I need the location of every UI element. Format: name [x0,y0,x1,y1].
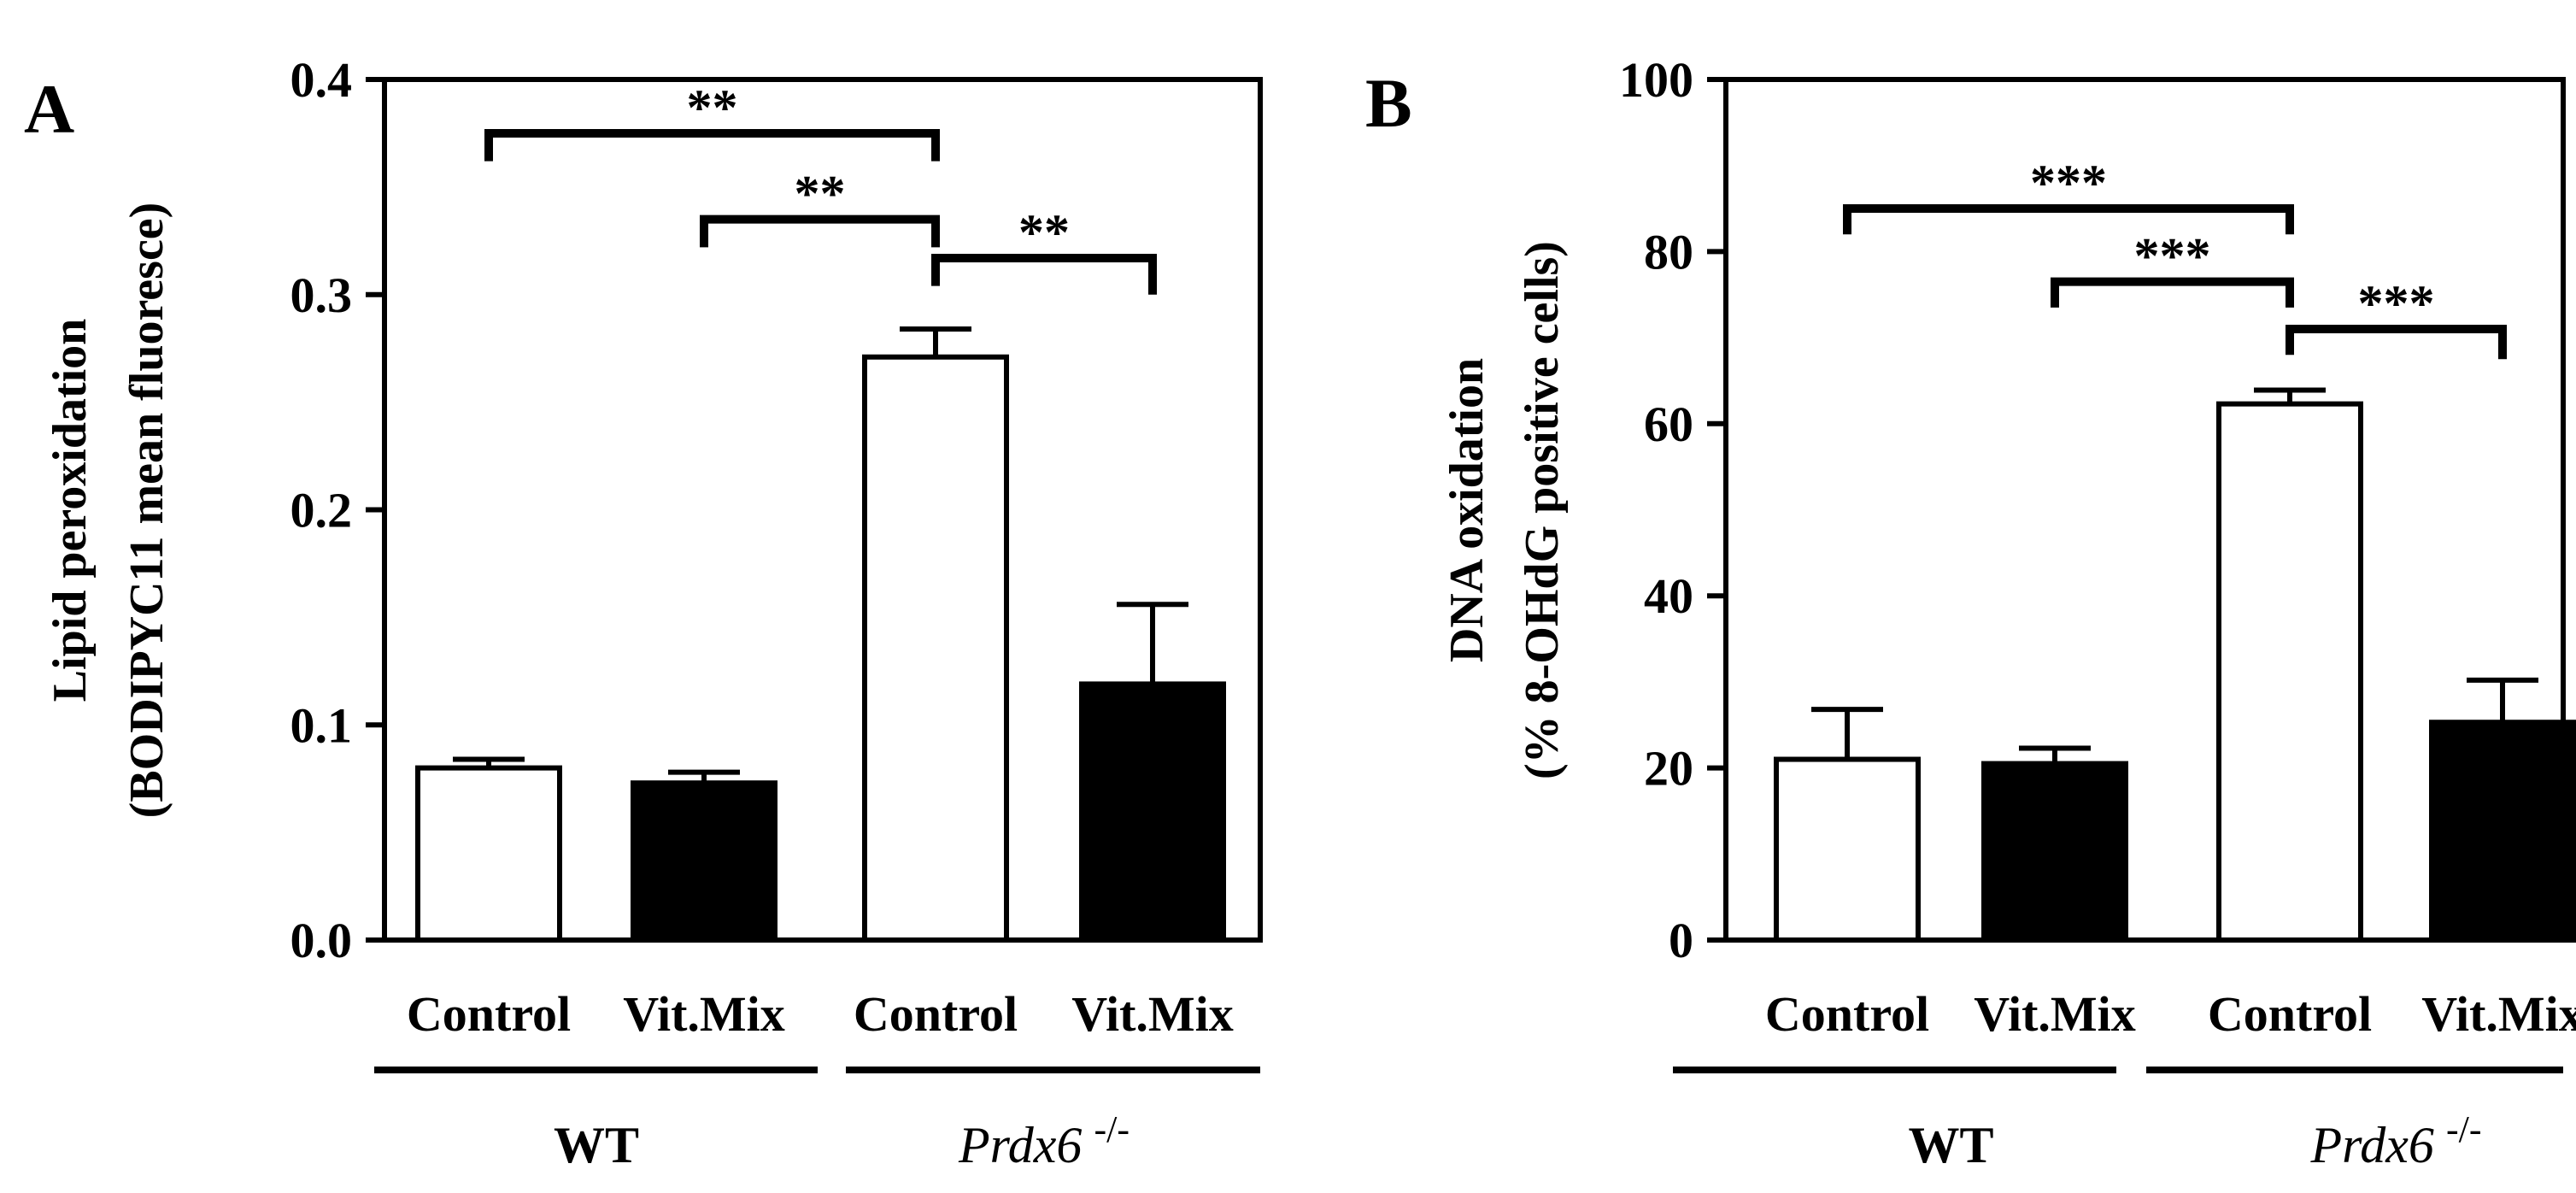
significance-bracket-3 [931,253,1157,295]
group-label-1: WT [554,1117,639,1173]
group-superscript: -/- [1094,1108,1130,1150]
y-tick-label: 100 [1619,52,1693,108]
category-label-1: Control [1765,986,1929,1042]
y-tick-label: 0.2 [290,483,353,538]
significance-label-1: ** [687,79,738,136]
significance-label-2: *** [2134,228,2211,285]
group-name: Prdx6 [2310,1117,2434,1173]
significance-label-1: *** [2030,155,2107,211]
chart-panel-a: A 0.0 0.1 0.2 0.3 0.4 Lipid peroxidation (BODIP… [24,52,1263,1173]
bar-4 [1079,681,1226,943]
category-label-4: Vit.Mix [2421,986,2576,1042]
category-label-3: Control [854,986,1018,1042]
y-axis-label-line-2: (BODIPYC11 mean fluoresce) [120,203,173,819]
bar-3 [862,354,1009,943]
category-label-1: Control [407,986,571,1042]
y-tick-label: 0 [1669,913,1693,968]
group-superscript: -/- [2446,1108,2482,1150]
chart-panel-b: B 0 20 40 60 80 100 DNA oxidation (% 8-OHdG posi… [1365,52,2576,1173]
category-label-4: Vit.Mix [1071,986,1234,1042]
category-label-2: Vit.Mix [1974,986,2136,1042]
y-tick-label: 0.4 [290,52,353,108]
significance-bracket-3 [2286,325,2507,360]
category-label-2: Vit.Mix [623,986,785,1042]
group-label-2: Prdx6 -/- [2310,1108,2482,1173]
y-tick-label: 60 [1644,397,1693,452]
y-tick-label: 0.3 [290,267,353,323]
y-tick-label: 20 [1644,741,1693,796]
significance-bracket-2 [700,215,940,248]
y-axis-label-line-1: DNA oxidation [1441,358,1493,662]
y-tick-label: 40 [1644,568,1693,624]
significance-label-3: *** [2358,275,2435,332]
y-tick-label: 0.1 [290,697,353,753]
group-label-1: WT [1908,1117,1993,1173]
y-axis-label-line-1: Lipid peroxidation [44,319,97,702]
y-axis-label-line-2: (% 8-OHdG positive cells) [1516,241,1569,779]
y-tick-label: 80 [1644,224,1693,279]
significance-bracket-1 [484,128,940,162]
significance-label-2: ** [795,166,846,222]
group-name: WT [554,1117,639,1173]
bar-1 [1774,756,1921,943]
group-label-2: Prdx6 -/- [958,1108,1130,1173]
bar-1 [415,765,562,943]
group-name: WT [1908,1117,1993,1173]
plot-frame [1723,77,2566,943]
bar-3 [2216,401,2363,943]
panel-letter: B [1365,64,1412,142]
panel-letter: A [24,70,74,148]
significance-bracket-2 [2051,277,2294,308]
significance-label-3: ** [1018,204,1070,261]
bar-2 [631,780,777,943]
bar-4 [2429,720,2576,943]
significance-bracket-1 [1843,204,2294,235]
bar-2 [1981,761,2128,943]
y-tick-label: 0.0 [290,913,353,968]
group-name: Prdx6 [958,1117,1082,1173]
category-label-3: Control [2208,986,2372,1042]
